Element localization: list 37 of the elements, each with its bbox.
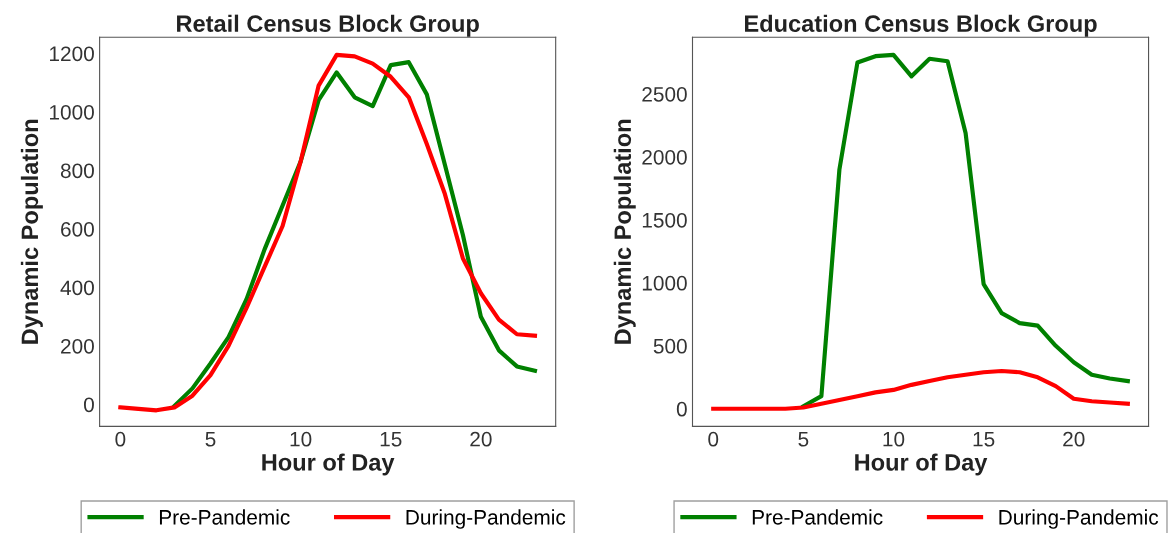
x-tick-label: 15 (380, 432, 402, 447)
y-tick-label: 1000 (50, 104, 94, 120)
y-tick-label: 400 (60, 280, 94, 296)
y-tick-label: 1200 (50, 46, 94, 62)
line-series (172, 60, 538, 409)
y-axis-title: Dynamic Population (20, 119, 43, 344)
x-tick-label: 0 (708, 431, 719, 447)
line-series (711, 368, 1130, 411)
chart-title: Retail Census Block Group (177, 14, 479, 37)
y-tick-label: 200 (61, 338, 94, 354)
y-tick-label: 1000 (642, 275, 687, 291)
legend-label: Pre-Pandemic (159, 509, 290, 525)
y-tick-label: 0 (83, 397, 94, 413)
x-axis-title: Hour of Day (855, 453, 988, 476)
y-tick-label: 800 (60, 163, 94, 179)
legend-label: Pre-Pandemic (752, 509, 883, 525)
x-tick-label: 5 (798, 432, 809, 447)
x-tick-label: 5 (205, 432, 216, 447)
line-series (801, 52, 1130, 409)
line-series (118, 52, 538, 413)
y-tick-label: 600 (61, 221, 94, 237)
x-tick-label: 20 (470, 431, 492, 447)
chart-title: Education Census Block Group (745, 14, 1097, 37)
x-tick-label: 0 (115, 431, 126, 447)
x-tick-label: 10 (883, 431, 905, 447)
y-tick-label: 2500 (642, 86, 687, 102)
y-tick-label: 1500 (642, 212, 687, 228)
y-axis-title: Dynamic Population (613, 119, 636, 344)
y-tick-label: 0 (676, 401, 687, 417)
x-tick-label: 15 (973, 432, 995, 447)
y-tick-label: 2000 (642, 149, 687, 165)
x-axis-title: Hour of Day (262, 453, 395, 476)
x-tick-label: 20 (1063, 431, 1085, 447)
legend-label: During-Pandemic (999, 509, 1159, 529)
y-tick-label: 500 (653, 338, 687, 354)
legend-label: During-Pandemic (406, 509, 566, 529)
x-tick-label: 10 (290, 431, 312, 447)
